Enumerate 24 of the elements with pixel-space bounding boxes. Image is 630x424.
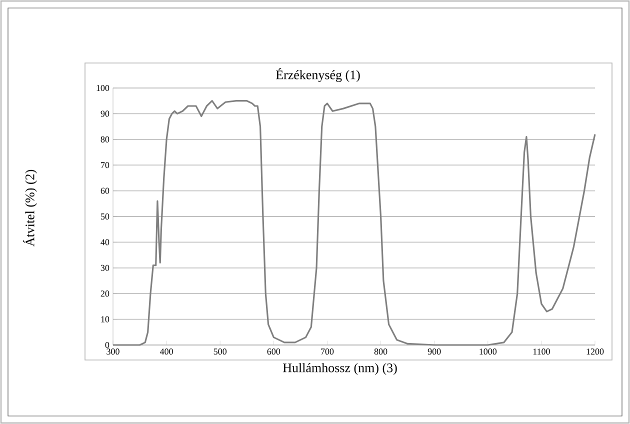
x-axis-title: Hullámhossz (nm) (3) [282, 363, 397, 375]
y-tick-label: 60 [100, 188, 110, 194]
x-tick-label: 600 [267, 348, 280, 355]
y-tick-label: 70 [101, 162, 110, 168]
y-tick-label: 10 [101, 316, 110, 322]
x-tick-label: 300 [106, 348, 120, 355]
x-tick-label: 700 [321, 348, 334, 355]
y-tick-label: 0 [105, 342, 110, 348]
x-tick-label: 1000 [480, 348, 497, 355]
x-tick-label: 500 [214, 348, 227, 355]
x-tick-label: 1100 [533, 348, 550, 355]
y-axis-title: Átvitel (%) (2) [23, 170, 37, 246]
y-tick-label: 50 [100, 213, 110, 220]
x-tick-label: 1200 [586, 348, 604, 355]
y-tick-label: 20 [100, 290, 110, 297]
chart-title: Érzékenység (1) [276, 68, 360, 82]
y-tick-label: 80 [100, 136, 110, 142]
x-tick-label: 900 [428, 348, 441, 355]
x-tick-label: 800 [374, 348, 388, 355]
x-tick-label: 400 [160, 348, 173, 355]
y-tick-label: 40 [100, 239, 110, 246]
y-tick-label: 90 [100, 110, 110, 117]
y-tick-label: 100 [96, 84, 110, 92]
y-tick-label: 30 [100, 264, 110, 271]
